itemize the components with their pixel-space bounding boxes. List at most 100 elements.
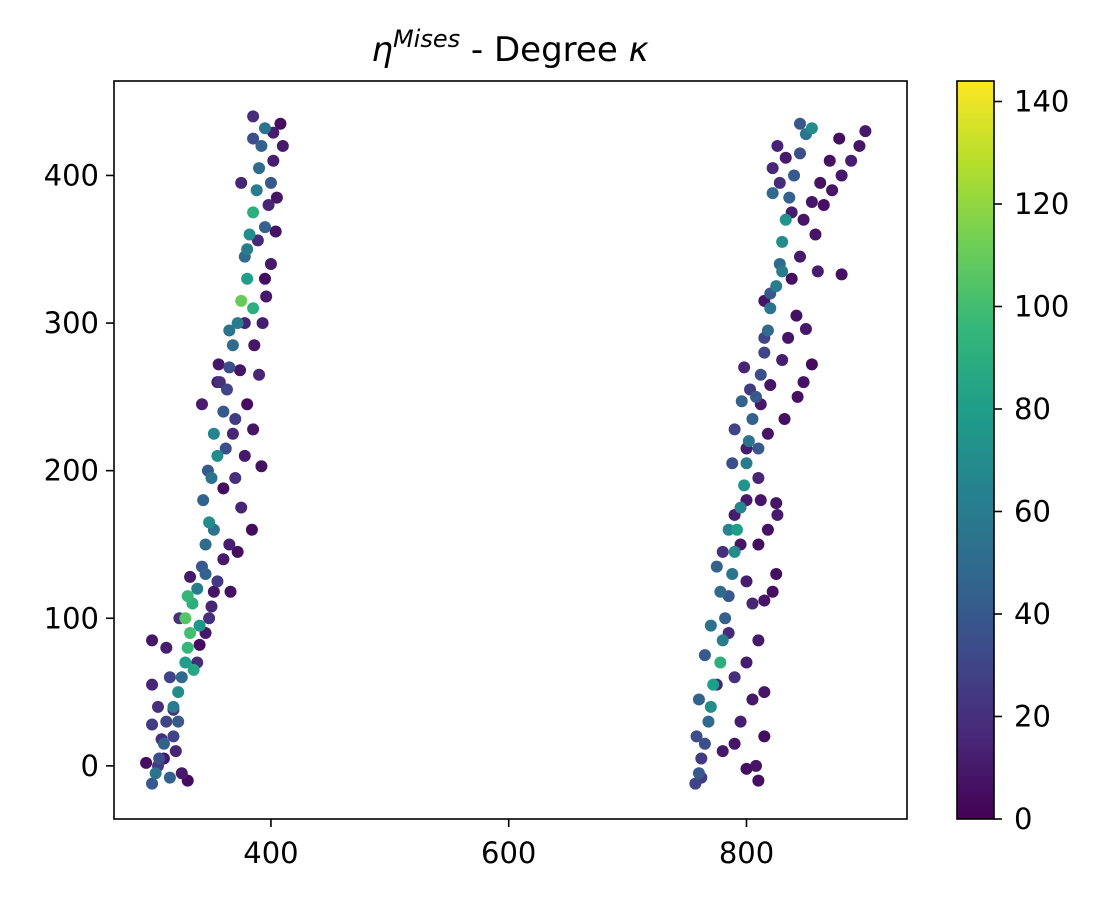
data-point: [735, 395, 748, 408]
data-point: [754, 368, 767, 381]
data-point: [264, 258, 277, 271]
data-point: [776, 265, 789, 278]
data-point: [752, 634, 765, 647]
y-tick-label: 0: [81, 749, 99, 783]
data-point: [160, 641, 173, 654]
data-point: [219, 442, 232, 455]
data-point: [716, 634, 729, 647]
data-point: [231, 545, 244, 558]
data-point: [255, 139, 268, 152]
data-point: [153, 752, 166, 765]
y-axis: 0 100 200 300 400: [44, 158, 114, 783]
y-tick-label: 100: [44, 601, 99, 635]
y-tick-label: 400: [44, 158, 99, 192]
data-point: [226, 427, 239, 440]
data-point: [238, 449, 251, 462]
data-point: [698, 649, 711, 662]
data-point: [245, 523, 258, 536]
colorbar-tick-label: 80: [1014, 392, 1051, 426]
data-point: [817, 198, 830, 211]
data-point: [797, 376, 810, 389]
data-point: [779, 151, 792, 164]
data-point: [223, 538, 236, 551]
data-point: [247, 302, 260, 315]
data-point: [247, 132, 260, 145]
data-point: [770, 567, 783, 580]
data-point: [766, 585, 779, 598]
data-point: [805, 358, 818, 371]
data-point: [766, 187, 779, 200]
data-point: [707, 678, 720, 691]
data-point: [250, 184, 263, 197]
colorbar-tick-label: 0: [1014, 802, 1032, 836]
data-point: [728, 671, 741, 684]
data-point: [203, 612, 216, 625]
data-point: [224, 585, 237, 598]
chart-title: ηMises - Degree κ: [371, 25, 648, 70]
data-point: [211, 575, 224, 588]
colorbar-tick-label: 140: [1014, 85, 1069, 119]
data-point: [146, 777, 159, 790]
data-point: [764, 302, 777, 315]
data-point: [184, 627, 197, 640]
colorbar-axis: 0 20 40 60 80 100 120 140: [994, 85, 1069, 836]
data-point: [181, 590, 194, 603]
data-point: [255, 460, 268, 473]
title-superscript: Mises: [393, 25, 460, 53]
data-point: [746, 693, 759, 706]
data-point: [746, 413, 759, 426]
data-point: [738, 479, 751, 492]
data-point: [710, 560, 723, 573]
data-point: [740, 656, 753, 669]
data-point: [235, 176, 248, 189]
data-point: [248, 339, 261, 352]
data-point: [167, 700, 180, 713]
data-point: [738, 361, 751, 374]
data-point: [797, 213, 810, 226]
data-point: [223, 324, 236, 337]
title-kappa: κ: [629, 30, 649, 70]
title-eta: η: [371, 30, 393, 70]
data-point: [714, 656, 727, 669]
data-point: [793, 250, 806, 263]
data-point: [146, 634, 159, 647]
data-point: [241, 243, 254, 256]
data-point: [758, 594, 771, 607]
data-point: [835, 268, 848, 281]
x-axis: 400 600 800: [243, 819, 774, 870]
data-point: [692, 767, 705, 780]
data-point: [835, 169, 848, 182]
data-point: [730, 523, 743, 536]
data-point: [195, 398, 208, 411]
data-point: [719, 612, 732, 625]
data-point: [761, 324, 774, 337]
plot-frame: [113, 80, 908, 820]
data-point: [853, 139, 866, 152]
data-point: [187, 663, 200, 676]
data-point: [175, 671, 188, 684]
data-point: [805, 196, 818, 209]
data-point: [698, 737, 711, 750]
data-point: [758, 346, 771, 359]
data-point: [742, 435, 755, 448]
y-tick-label: 200: [44, 454, 99, 488]
data-point: [220, 383, 233, 396]
data-point: [716, 745, 729, 758]
data-point: [243, 228, 256, 241]
data-point: [833, 132, 846, 145]
data-point: [253, 368, 266, 381]
data-point: [740, 457, 753, 470]
data-point: [146, 718, 159, 731]
data-point: [740, 575, 753, 588]
data-point: [217, 553, 230, 566]
data-point: [157, 737, 170, 750]
data-point: [258, 272, 271, 285]
data-point: [771, 139, 784, 152]
data-point: [785, 272, 798, 285]
data-point: [779, 213, 792, 226]
data-point: [260, 290, 273, 303]
data-point: [770, 497, 783, 510]
data-point: [197, 494, 210, 507]
x-tick-label: 600: [481, 836, 536, 870]
